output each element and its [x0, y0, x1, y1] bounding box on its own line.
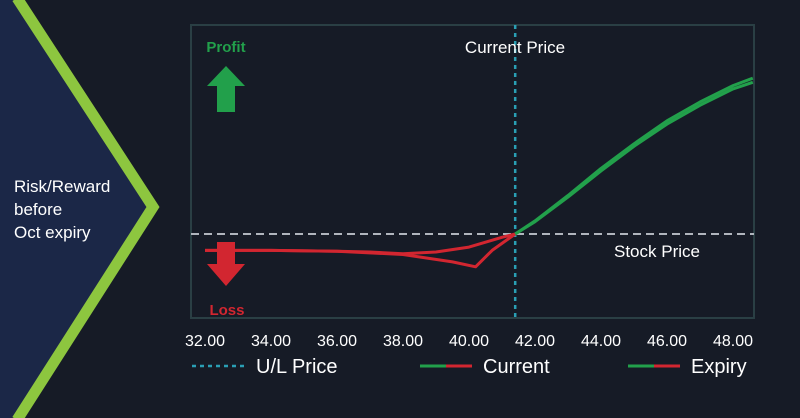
x-tick-label: 38.00 — [383, 333, 423, 350]
expiry-loss-line — [205, 232, 517, 269]
x-axis-ticks: 32.00 34.00 36.00 38.00 40.00 42.00 44.00 46.00… — [185, 333, 753, 350]
series-layer — [205, 76, 754, 269]
expiry-profit-line — [514, 76, 754, 236]
loss-label: Loss — [209, 302, 244, 319]
legend-ul-price-label: U/L Price — [256, 356, 338, 378]
x-tick-label: 42.00 — [515, 333, 555, 350]
profit-arrow-icon — [207, 66, 245, 112]
legend: U/L Price Current Expiry — [192, 356, 747, 378]
x-tick-label: 46.00 — [647, 333, 687, 350]
plot-frame — [190, 24, 755, 319]
legend-current-label: Current — [483, 356, 550, 378]
current-profit-line — [514, 80, 754, 236]
side-label-line1: Risk/Reward — [14, 177, 111, 196]
x-tick-label: 48.00 — [713, 333, 753, 350]
stock-price-label: Stock Price — [614, 242, 700, 261]
x-tick-label: 36.00 — [317, 333, 357, 350]
x-tick-label: 32.00 — [185, 333, 225, 350]
side-label-line3: Oct expiry — [14, 223, 91, 242]
x-tick-label: 44.00 — [581, 333, 621, 350]
chevron-border — [12, 0, 160, 418]
loss-arrow-icon — [207, 242, 245, 286]
current-price-label: Current Price — [465, 38, 565, 57]
legend-expiry-label: Expiry — [691, 356, 747, 378]
x-tick-label: 34.00 — [251, 333, 291, 350]
side-label-line2: before — [14, 200, 63, 219]
side-panel — [0, 0, 153, 418]
side-label: Risk/Reward before Oct expiry — [14, 175, 110, 244]
profit-label: Profit — [206, 39, 245, 56]
x-tick-label: 40.00 — [449, 333, 489, 350]
